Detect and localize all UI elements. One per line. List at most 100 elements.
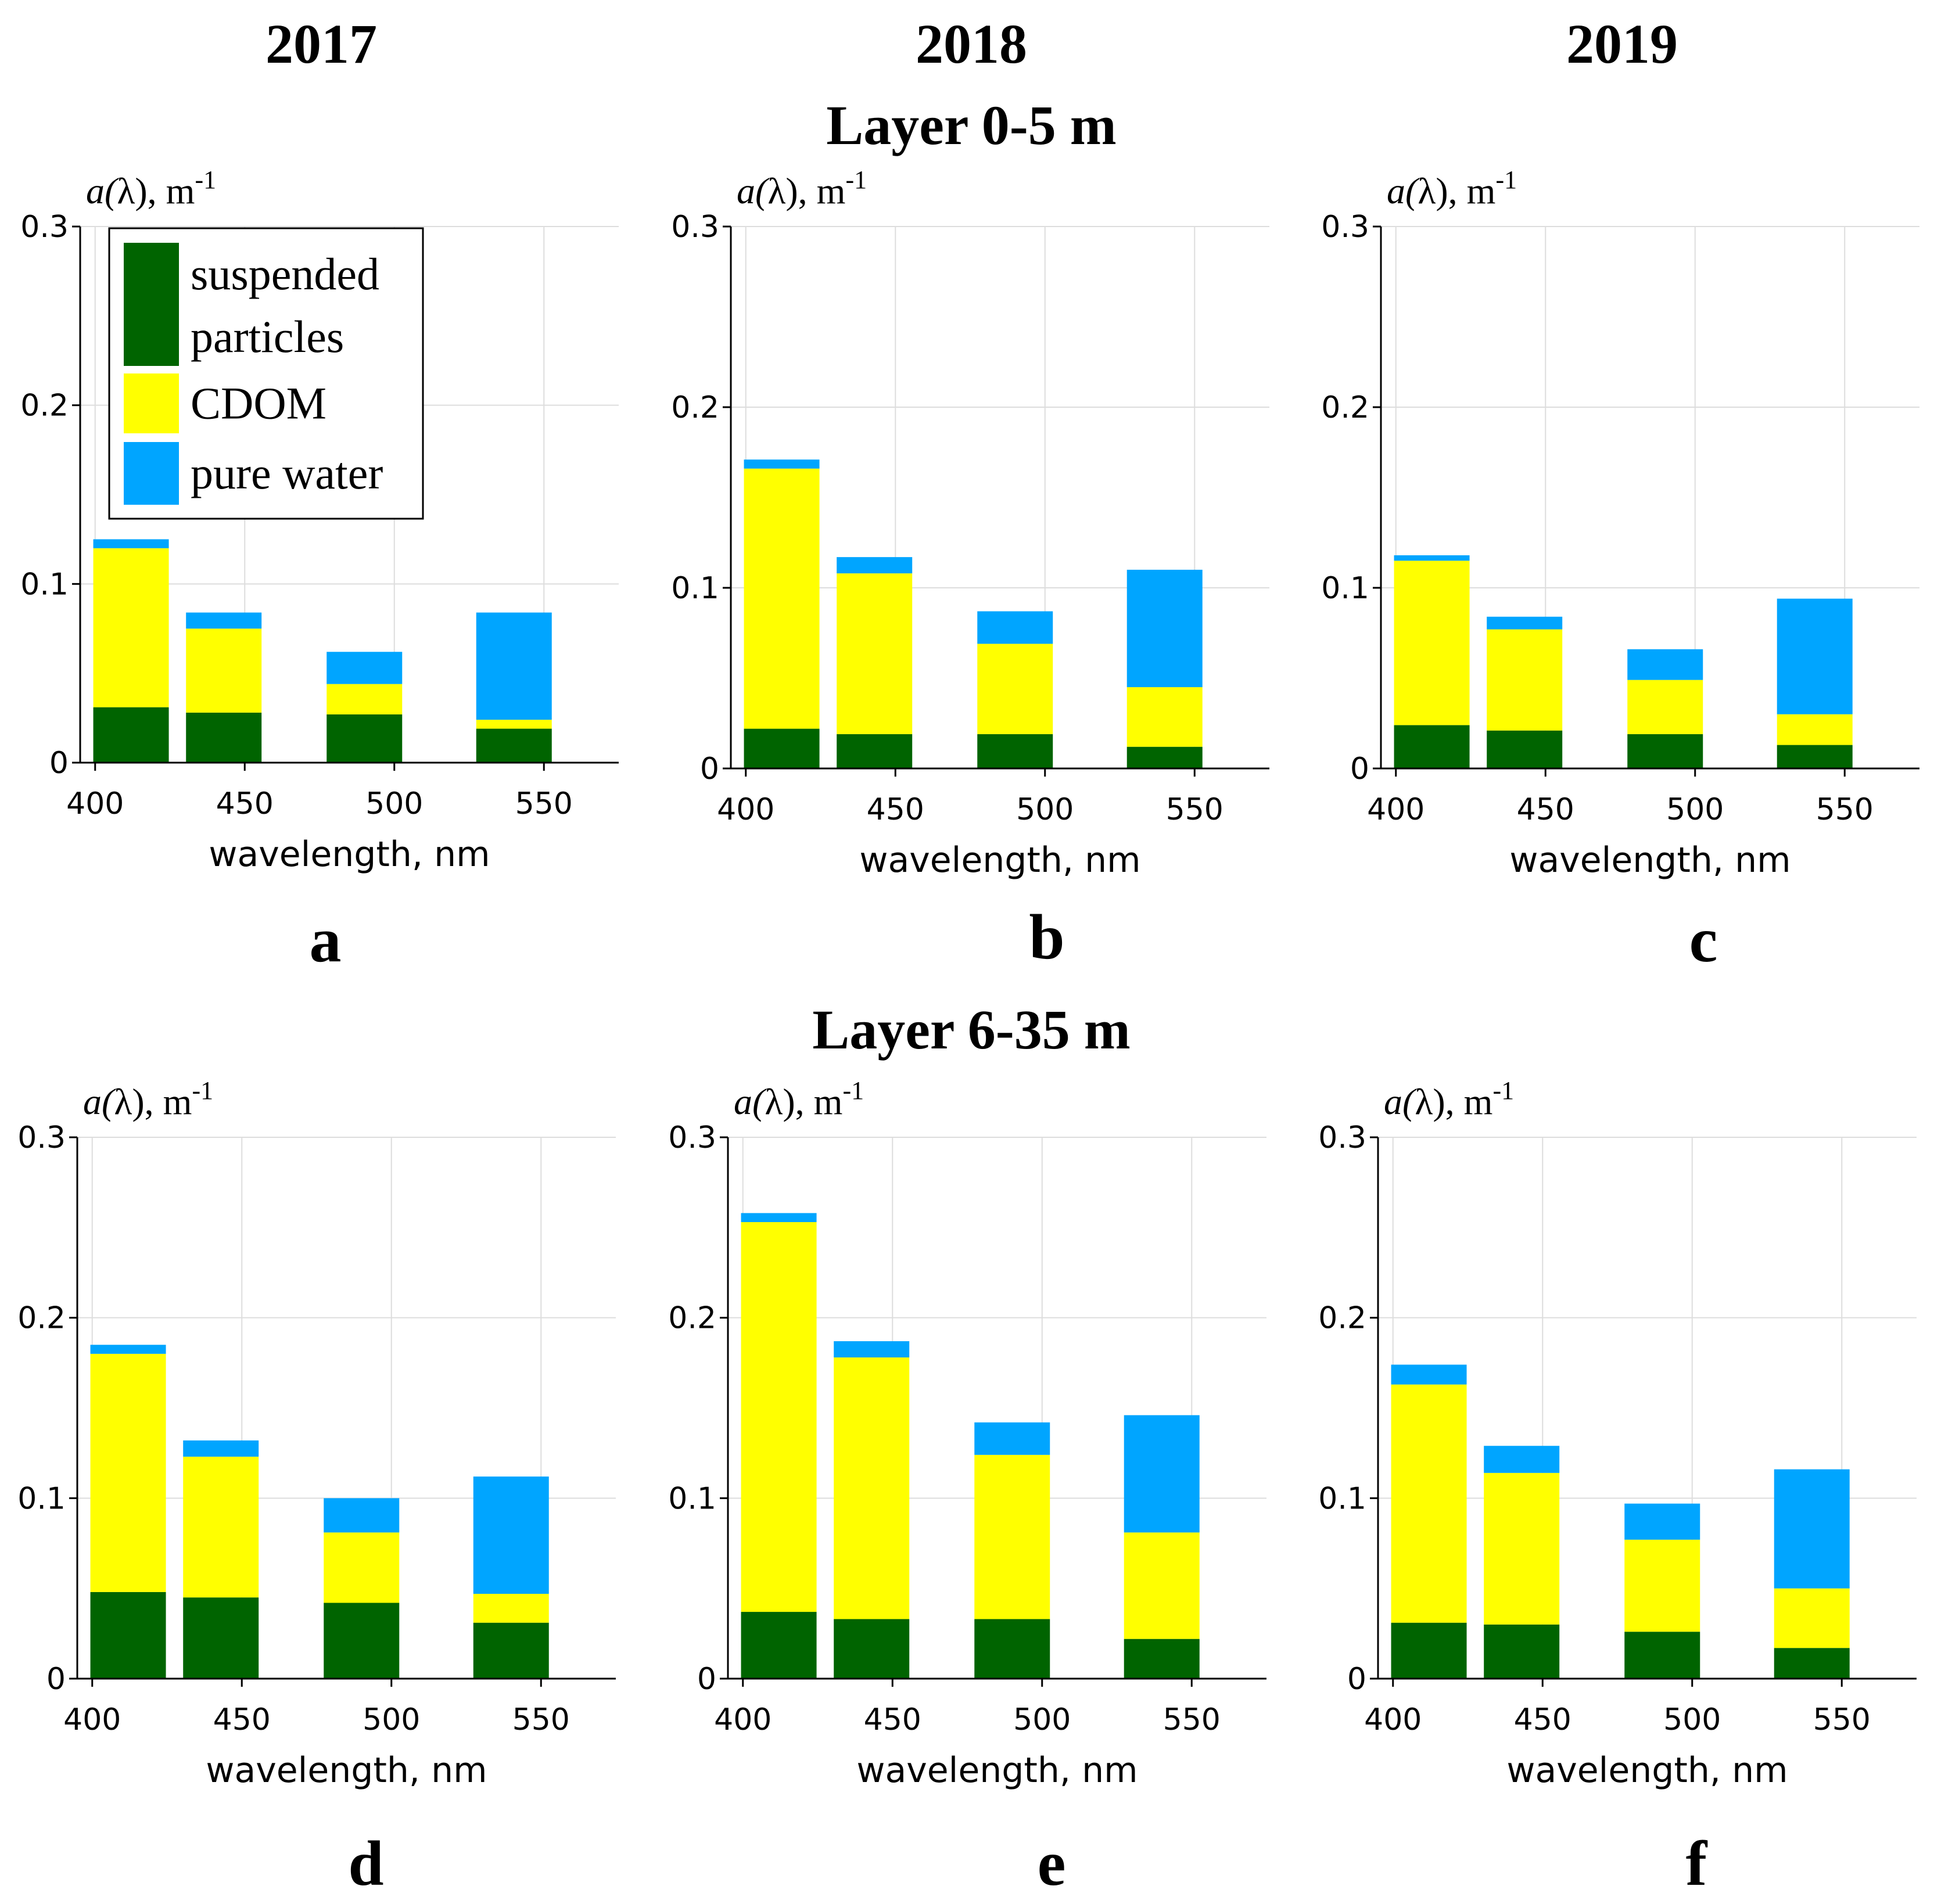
bar-water <box>1624 1503 1700 1540</box>
bar-particles <box>1126 746 1203 768</box>
panels: 0 0.1 0.2 0.3 400 450 500 550 wavelength, nm a(λ)… <box>17 166 1919 1899</box>
bar-water <box>1394 555 1470 561</box>
panel-letter: b <box>1029 901 1064 972</box>
y-tick-label: 0.3 <box>17 1120 66 1155</box>
bar-water <box>837 557 913 574</box>
bar-cdom <box>1627 680 1703 734</box>
y-label-a: a( <box>83 1081 116 1122</box>
y-label-a: a( <box>1384 1081 1417 1122</box>
y-tick-label: 0 <box>49 746 69 781</box>
bar-particles <box>183 1597 259 1679</box>
legend-label-cdom: CDOM <box>191 378 326 429</box>
x-tick-label: 550 <box>1816 792 1874 827</box>
x-tick-label: 500 <box>1663 1702 1721 1737</box>
bar-water <box>744 459 820 469</box>
bar-water <box>977 611 1053 644</box>
header-2019: 2019 <box>1566 13 1678 75</box>
y-tick-label: 0.1 <box>1321 571 1369 606</box>
legend-swatch-water <box>124 442 179 505</box>
bar-water <box>1487 616 1563 630</box>
x-tick-label: 450 <box>213 1702 271 1737</box>
x-tick-label: 450 <box>867 792 924 827</box>
bar-water <box>324 1498 400 1533</box>
y-label-lambda: λ <box>1415 1081 1433 1122</box>
x-tick-label: 450 <box>864 1702 921 1737</box>
bar-particles <box>744 728 820 768</box>
bar-water <box>974 1422 1050 1455</box>
bar-particles <box>473 1622 549 1679</box>
x-axis-label: wavelength, nm <box>1506 1750 1788 1791</box>
bar-cdom <box>1394 561 1470 725</box>
x-tick-label: 500 <box>363 1702 420 1737</box>
x-tick-label: 400 <box>714 1702 772 1737</box>
y-axis-label: a(λ), m-1 <box>734 1076 864 1122</box>
x-tick-label: 400 <box>1364 1702 1422 1737</box>
bar-particles <box>476 728 552 763</box>
bar-cdom <box>93 548 169 707</box>
y-label-sup: -1 <box>1492 1076 1514 1105</box>
legend: suspended particles CDOM pure water <box>108 227 424 520</box>
bar-particles <box>324 1603 400 1679</box>
bar-particles <box>1777 745 1853 768</box>
bar-cdom <box>974 1454 1050 1619</box>
x-tick-label: 550 <box>515 786 573 821</box>
x-axis-label: wavelength, nm <box>856 1750 1138 1791</box>
bar-cdom <box>90 1353 166 1592</box>
panel-letter: c <box>1689 904 1718 975</box>
y-label-sup: -1 <box>195 166 216 194</box>
layer-top-title: Layer 0-5 m <box>826 94 1116 156</box>
bar-cdom <box>1624 1539 1700 1632</box>
bar-particles <box>977 734 1053 768</box>
y-label-lambda: λ <box>765 1081 783 1122</box>
x-tick-label: 550 <box>1813 1702 1871 1737</box>
legend-swatch-particles <box>124 243 179 366</box>
x-tick-label: 450 <box>1517 792 1574 827</box>
x-axis-label: wavelength, nm <box>859 840 1140 881</box>
x-tick-label: 400 <box>63 1702 121 1737</box>
bar-cdom <box>473 1593 549 1623</box>
bar-water <box>1774 1469 1850 1589</box>
y-tick-label: 0.1 <box>17 1481 66 1516</box>
legend-label-particles: particles <box>191 311 344 362</box>
y-tick-label: 0.3 <box>668 1120 716 1155</box>
bar-cdom <box>977 644 1053 734</box>
y-tick-label: 0.2 <box>17 1301 66 1336</box>
x-tick-label: 400 <box>717 792 774 827</box>
panel-a: 0 0.1 0.2 0.3 400 450 500 550 wavelength, nm a(λ)… <box>20 166 619 975</box>
bar-cdom <box>744 468 820 729</box>
y-label-lambda: λ <box>1418 170 1436 211</box>
y-tick-label: 0.3 <box>671 210 719 245</box>
y-tick-label: 0.2 <box>1321 390 1369 425</box>
x-tick-label: 450 <box>216 786 274 821</box>
bar-particles <box>1391 1622 1467 1679</box>
panel-letter: a <box>310 904 342 975</box>
panel-f: 0 0.1 0.2 0.3 400 450 500 550 wavelength, nm a(λ)… <box>1318 1076 1917 1899</box>
bar-cdom <box>326 684 403 714</box>
bar-cdom <box>476 720 552 729</box>
bar-particles <box>1394 725 1470 768</box>
legend-label-water: pure water <box>191 448 383 498</box>
layer-bottom-title: Layer 6-35 m <box>812 998 1130 1061</box>
legend-label-particles: suspended <box>191 249 379 299</box>
bar-particles <box>1124 1639 1200 1679</box>
bar-water <box>93 539 169 548</box>
x-tick-label: 500 <box>365 786 423 821</box>
bar-cdom <box>1484 1472 1560 1625</box>
bar-cdom <box>741 1222 817 1612</box>
x-axis-label: wavelength, nm <box>209 834 490 875</box>
bar-cdom <box>834 1357 910 1619</box>
y-tick-label: 0.1 <box>668 1481 716 1516</box>
panel-b: 0 0.1 0.2 0.3 400 450 500 550 wavelength, nm a(λ)… <box>671 166 1269 972</box>
y-label-lambda: λ <box>117 170 135 211</box>
bar-cdom <box>183 1456 259 1598</box>
bar-particles <box>186 712 262 763</box>
bar-particles <box>326 714 403 763</box>
bar-particles <box>974 1619 1050 1679</box>
y-label-a: a( <box>734 1081 767 1122</box>
y-label-sup: -1 <box>842 1076 864 1105</box>
bar-water <box>1126 569 1203 688</box>
y-tick-label: 0.2 <box>20 389 69 423</box>
header-2017: 2017 <box>265 13 377 75</box>
panel-letter: d <box>348 1828 383 1899</box>
bar-particles <box>837 734 913 768</box>
